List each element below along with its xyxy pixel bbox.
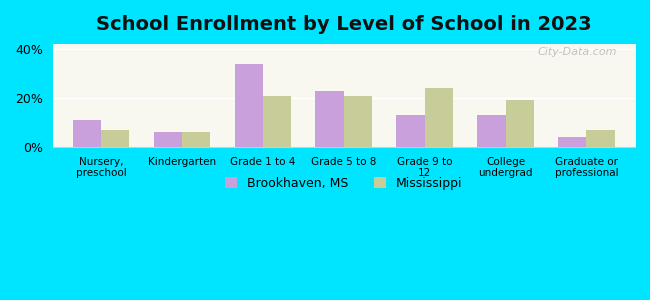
Title: School Enrollment by Level of School in 2023: School Enrollment by Level of School in … (96, 15, 592, 34)
Text: City-Data.com: City-Data.com (538, 47, 617, 57)
Bar (182, 132, 211, 147)
Bar (424, 88, 453, 147)
Bar (558, 137, 586, 147)
Bar (101, 130, 129, 147)
Bar (344, 95, 372, 147)
Legend: Brookhaven, MS, Mississippi: Brookhaven, MS, Mississippi (220, 172, 468, 195)
Bar (586, 130, 615, 147)
Bar (73, 120, 101, 147)
Bar (235, 64, 263, 147)
Bar (263, 95, 291, 147)
Bar (315, 91, 344, 147)
Bar (477, 115, 506, 147)
Bar (506, 100, 534, 147)
Bar (153, 132, 182, 147)
Bar (396, 115, 424, 147)
